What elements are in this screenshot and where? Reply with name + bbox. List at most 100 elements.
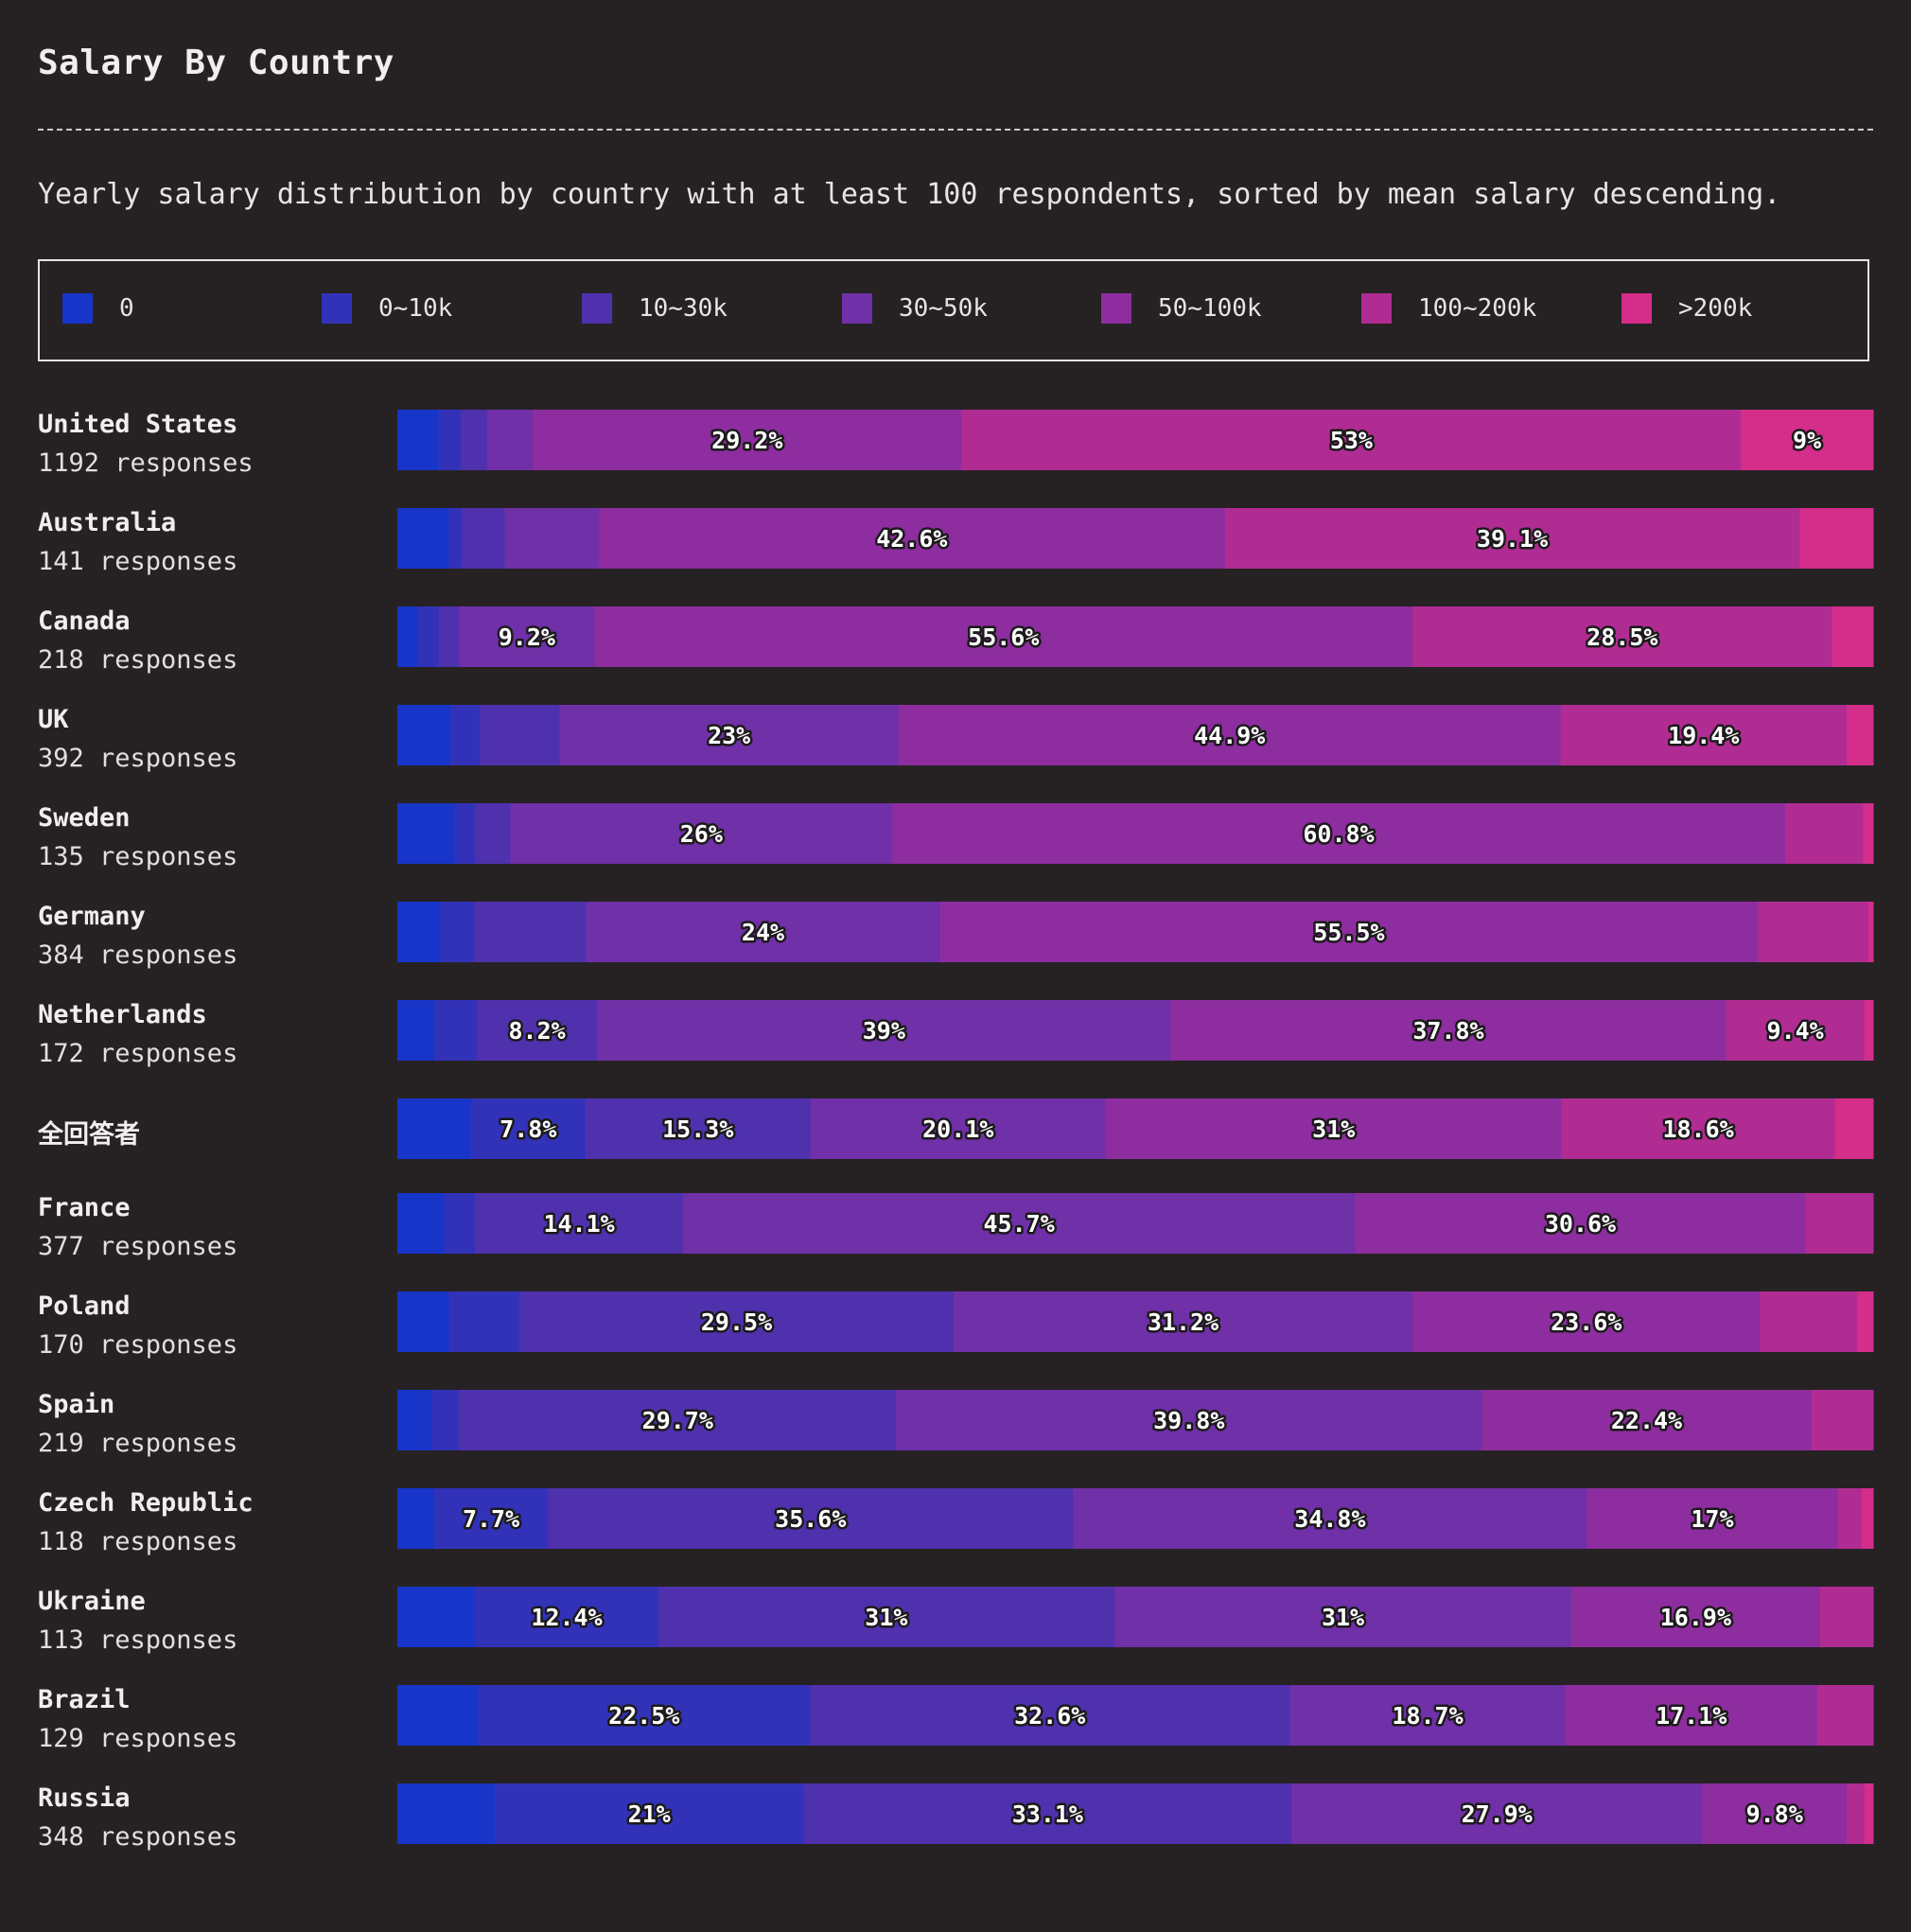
bar-segment bbox=[1846, 705, 1874, 765]
bar-segment bbox=[448, 508, 463, 569]
bar-segment bbox=[1864, 1783, 1874, 1844]
segment-label: 17% bbox=[1691, 1505, 1733, 1533]
legend-swatch bbox=[582, 293, 612, 324]
segment-label: 34.8% bbox=[1294, 1505, 1365, 1533]
segment-label: 20.1% bbox=[922, 1115, 993, 1143]
bar-segment bbox=[475, 803, 512, 864]
bar-segment bbox=[810, 1098, 1107, 1159]
segment-label: 23.6% bbox=[1551, 1308, 1622, 1336]
bar-segment bbox=[532, 410, 963, 470]
bar-segment bbox=[397, 803, 456, 864]
segment-label: 35.6% bbox=[775, 1505, 846, 1533]
segment-label: 19.4% bbox=[1668, 722, 1739, 749]
segment-label: 18.7% bbox=[1392, 1702, 1463, 1730]
segment-label: 18.6% bbox=[1662, 1115, 1733, 1143]
bar-row: 7.8% 15.3% 20.1% 31% 18.6% bbox=[397, 1098, 1874, 1159]
segment-label: 39.1% bbox=[1477, 525, 1548, 553]
row-label: Spain 219 responses bbox=[38, 1390, 237, 1458]
bar-segment bbox=[1799, 508, 1874, 569]
row-label: Czech Republic 118 responses bbox=[38, 1488, 254, 1556]
segment-label: 45.7% bbox=[983, 1210, 1054, 1238]
response-count: 392 responses bbox=[38, 744, 238, 773]
bar-segment bbox=[478, 1685, 811, 1746]
country-name: UK bbox=[38, 705, 69, 734]
country-name: Australia bbox=[38, 508, 177, 537]
bar-segment bbox=[1412, 1291, 1761, 1352]
bar-segment bbox=[898, 705, 1562, 765]
legend-item: 10~30k bbox=[582, 292, 728, 325]
segment-label: 15.3% bbox=[662, 1115, 733, 1143]
country-name: Netherlands bbox=[38, 1000, 207, 1029]
bar-segment bbox=[1412, 606, 1832, 667]
bar-segment bbox=[1846, 1783, 1866, 1844]
bar-segment bbox=[397, 410, 440, 470]
bar-segment bbox=[397, 1193, 446, 1254]
bar-segment bbox=[397, 902, 441, 962]
bar-row: 29.2% 53% 9% bbox=[397, 410, 1874, 470]
bar-segment bbox=[803, 1783, 1292, 1844]
bar-row: 12.4% 31% 31% 16.9% bbox=[397, 1587, 1874, 1647]
bar-row: 26% 60.8% bbox=[397, 803, 1874, 864]
segment-label: 26% bbox=[680, 820, 723, 848]
country-name: Czech Republic bbox=[38, 1488, 254, 1518]
bar-segment bbox=[397, 1390, 432, 1450]
title-divider bbox=[38, 129, 1873, 131]
bar-segment bbox=[939, 902, 1759, 962]
legend-item: 50~100k bbox=[1101, 292, 1262, 325]
segment-label: 7.7% bbox=[463, 1505, 519, 1533]
segment-label: 8.2% bbox=[509, 1017, 566, 1045]
bar-segment bbox=[470, 1098, 587, 1159]
bar-segment bbox=[657, 1587, 1115, 1647]
bar-row: 29.7% 39.8% 22.4% bbox=[397, 1390, 1874, 1450]
bar-segment bbox=[1834, 1098, 1874, 1159]
bar-segment bbox=[1837, 1488, 1863, 1549]
row-label: Australia 141 responses bbox=[38, 508, 237, 576]
country-name: Russia bbox=[38, 1783, 131, 1813]
segment-label: 12.4% bbox=[531, 1604, 602, 1631]
bar-segment bbox=[462, 508, 505, 569]
row-label: Poland 170 responses bbox=[38, 1291, 237, 1360]
segment-label: 31.2% bbox=[1148, 1308, 1218, 1336]
segment-label: 24% bbox=[742, 919, 784, 946]
segment-label: 22.5% bbox=[608, 1702, 679, 1730]
row-label: UK 392 responses bbox=[38, 705, 237, 773]
segment-label: 39.8% bbox=[1153, 1407, 1224, 1434]
bar-segment bbox=[1570, 1587, 1821, 1647]
bar-segment bbox=[1805, 1193, 1874, 1254]
bar-segment bbox=[438, 606, 460, 667]
segment-label: 31% bbox=[1312, 1115, 1355, 1143]
legend-swatch bbox=[62, 293, 93, 324]
bar-segment bbox=[460, 410, 488, 470]
bar-segment bbox=[896, 1390, 1482, 1450]
bar-segment bbox=[397, 508, 449, 569]
bar-segment bbox=[585, 1098, 812, 1159]
bar-segment bbox=[444, 1193, 476, 1254]
bar-row: 7.7% 35.6% 34.8% 17% bbox=[397, 1488, 1874, 1549]
bar-segment bbox=[598, 508, 1226, 569]
bar-segment bbox=[1291, 1783, 1703, 1844]
segment-label: 17.1% bbox=[1656, 1702, 1727, 1730]
response-count: 377 responses bbox=[38, 1232, 238, 1261]
bar-segment bbox=[397, 1291, 449, 1352]
bar-segment bbox=[475, 1193, 684, 1254]
legend-swatch bbox=[322, 293, 352, 324]
response-count: 348 responses bbox=[38, 1822, 238, 1852]
segment-label: 28.5% bbox=[1587, 624, 1657, 651]
segment-label: 53% bbox=[1330, 427, 1373, 454]
legend-label: 10~30k bbox=[639, 294, 728, 323]
bar-segment bbox=[459, 606, 595, 667]
country-name: United States bbox=[38, 410, 238, 439]
segment-label: 55.6% bbox=[968, 624, 1039, 651]
bar-segment bbox=[1565, 1685, 1818, 1746]
segment-label: 44.9% bbox=[1194, 722, 1265, 749]
bar-segment bbox=[438, 410, 462, 470]
bar-row: 22.5% 32.6% 18.7% 17.1% bbox=[397, 1685, 1874, 1746]
legend-swatch bbox=[842, 293, 872, 324]
segment-label: 30.6% bbox=[1545, 1210, 1616, 1238]
country-name: Poland bbox=[38, 1291, 131, 1321]
bar-segment bbox=[953, 1291, 1413, 1352]
bar-segment bbox=[1587, 1488, 1839, 1549]
segment-label: 9.8% bbox=[1746, 1800, 1803, 1828]
bar-segment bbox=[434, 1488, 549, 1549]
